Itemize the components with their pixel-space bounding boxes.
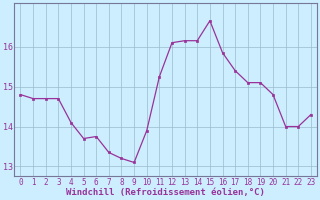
X-axis label: Windchill (Refroidissement éolien,°C): Windchill (Refroidissement éolien,°C)	[66, 188, 265, 197]
